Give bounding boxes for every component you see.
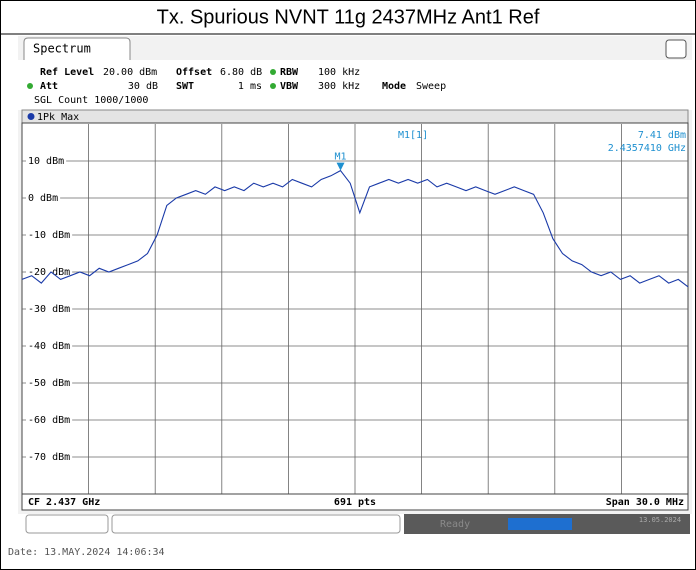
setting-label: SWT bbox=[176, 81, 194, 92]
status-box bbox=[111, 514, 401, 534]
marker-readout: M1[1] bbox=[398, 130, 428, 141]
setting-value: 300 kHz bbox=[318, 81, 360, 92]
setting-value: Sweep bbox=[416, 81, 446, 92]
y-tick-label: -70 dBm bbox=[28, 452, 70, 463]
setting-label: Offset bbox=[176, 67, 212, 78]
y-tick-label: -60 dBm bbox=[28, 415, 70, 426]
trace-bar bbox=[21, 109, 689, 124]
center-frequency: CF 2.437 GHz bbox=[28, 497, 100, 508]
trace-label: 1Pk Max bbox=[37, 112, 79, 123]
span: Span 30.0 MHz bbox=[606, 497, 684, 508]
y-tick-label: -40 dBm bbox=[28, 341, 70, 352]
footer-bar bbox=[21, 493, 689, 511]
setting-label: VBW bbox=[280, 81, 299, 92]
indicator bbox=[27, 83, 33, 89]
y-tick-label-bg bbox=[26, 155, 67, 167]
progress bbox=[508, 518, 572, 530]
y-tick-label: 0 dBm bbox=[28, 193, 58, 204]
y-tick-label: -30 dBm bbox=[28, 304, 70, 315]
icon[interactable] bbox=[665, 39, 687, 59]
marker-frequency: 2.4357410 GHz bbox=[608, 143, 686, 154]
setting-label: Ref Level bbox=[40, 67, 94, 78]
y-tick-label-bg bbox=[26, 303, 73, 315]
y-tick-label-bg bbox=[26, 192, 61, 204]
setting-value: 30 dB bbox=[128, 81, 158, 92]
title: Tx. Spurious NVNT 11g 2437MHz Ant1 Ref bbox=[157, 6, 540, 28]
setting-label: Mode bbox=[382, 81, 406, 92]
y-tick-label: -20 dBm bbox=[28, 267, 70, 278]
timestamp: Date: 13.MAY.2024 14:06:34 bbox=[8, 547, 165, 558]
y-tick-label-bg bbox=[26, 414, 73, 426]
tab[interactable] bbox=[23, 37, 131, 60]
setting-value: 100 kHz bbox=[318, 67, 360, 78]
setting-label: RBW bbox=[280, 67, 299, 78]
y-tick-label-bg bbox=[26, 266, 73, 278]
trace bbox=[21, 169, 689, 288]
indicator bbox=[270, 83, 276, 89]
setting-value: 6.80 dB bbox=[220, 67, 262, 78]
trace-dot bbox=[27, 113, 35, 120]
y-tick-label: -10 dBm bbox=[28, 230, 70, 241]
y-tick-label: -50 dBm bbox=[28, 378, 70, 389]
settings-panel bbox=[18, 60, 692, 110]
y-tick-label: 10 dBm bbox=[28, 156, 64, 167]
marker bbox=[336, 162, 345, 171]
tab-label: Spectrum bbox=[33, 42, 91, 56]
y-tick-label-bg bbox=[26, 229, 73, 241]
indicator bbox=[270, 69, 276, 75]
y-tick-label-bg bbox=[26, 451, 73, 463]
setting-value: 1 ms bbox=[238, 81, 262, 92]
marker-level: 7.41 dBm bbox=[638, 130, 686, 141]
status-date: 13.05.2024 bbox=[639, 516, 681, 524]
setting-value: 20.00 dBm bbox=[103, 67, 157, 78]
y-tick-label-bg bbox=[26, 340, 73, 352]
setting-label: Att bbox=[40, 81, 58, 92]
status-state: Ready bbox=[440, 519, 470, 530]
points: 691 pts bbox=[334, 497, 376, 508]
status-box bbox=[25, 514, 109, 534]
sweep-count: SGL Count 1000/1000 bbox=[34, 95, 148, 106]
marker-label: M1 bbox=[334, 152, 346, 163]
y-tick-label-bg bbox=[26, 377, 73, 389]
